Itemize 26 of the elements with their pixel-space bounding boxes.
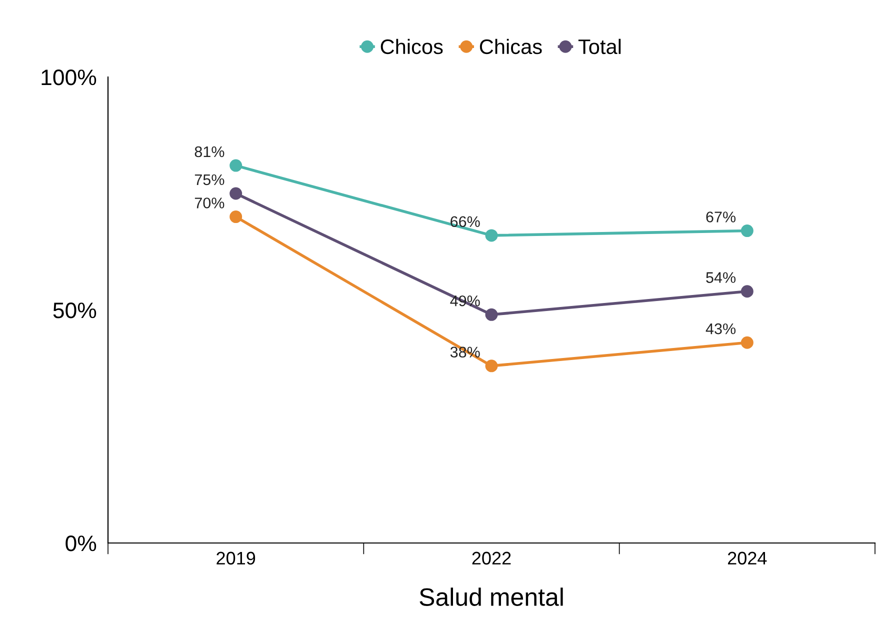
point xyxy=(230,187,242,200)
y-tick-label: 50% xyxy=(53,302,96,318)
point xyxy=(485,360,498,372)
x-tick-label: 2022 xyxy=(472,552,511,565)
point xyxy=(230,159,242,172)
data-label: 75% xyxy=(194,174,224,186)
point xyxy=(740,285,754,298)
point xyxy=(230,210,242,224)
data-label: 67% xyxy=(706,212,736,222)
data-label: 54% xyxy=(706,272,736,283)
legend-label: Chicas xyxy=(480,38,542,54)
x-tick-label: 2024 xyxy=(728,552,767,565)
point xyxy=(740,224,754,238)
legend-label: Total xyxy=(578,38,621,54)
point xyxy=(485,308,498,321)
data-label: 70% xyxy=(194,198,224,208)
legend-label: Chicos xyxy=(380,38,443,54)
point xyxy=(740,336,754,349)
data-label: 66% xyxy=(450,216,480,228)
y-tick-label: 100% xyxy=(42,70,96,86)
data-label: 81% xyxy=(194,146,224,158)
point xyxy=(485,229,498,242)
data-label: 43% xyxy=(706,323,736,334)
x-axis-title: Salud mental xyxy=(420,588,563,606)
y-tick-label: 0% xyxy=(66,536,96,552)
x-tick-label: 2019 xyxy=(216,552,256,565)
